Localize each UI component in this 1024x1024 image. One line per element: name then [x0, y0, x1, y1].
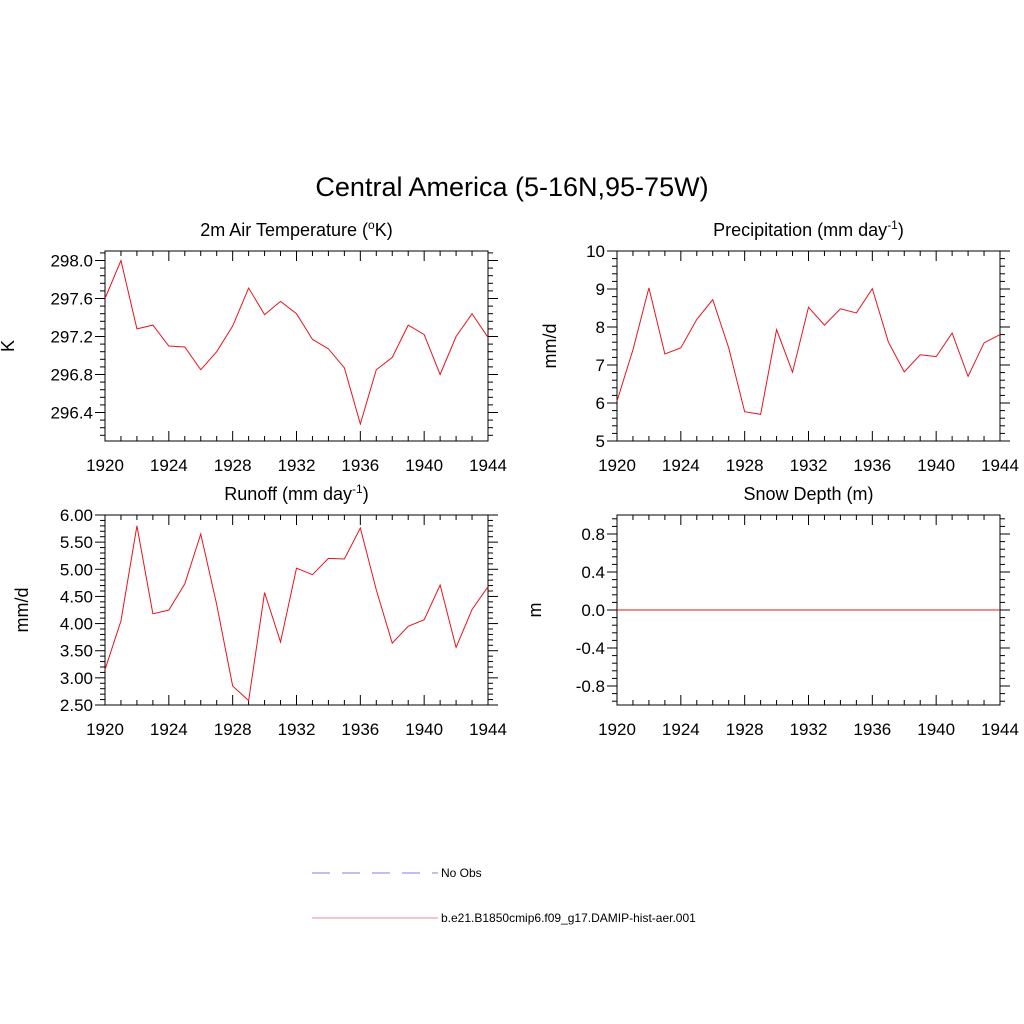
y-axis-label: mm/d — [12, 588, 32, 633]
x-tick-label: 1940 — [917, 456, 955, 475]
y-tick-label: 6 — [596, 394, 605, 413]
x-tick-label: 1944 — [981, 456, 1019, 475]
panel-title-tail: K) — [375, 220, 393, 240]
panel-title-sup: -1 — [887, 218, 898, 232]
x-tick-label: 1932 — [790, 456, 828, 475]
panel-title: Precipitation (mm day-1) — [713, 218, 904, 240]
y-tick-label: 0.0 — [581, 601, 605, 620]
y-axis-label: mm/d — [540, 324, 560, 369]
x-tick-label: 1924 — [662, 720, 700, 739]
y-tick-label: -0.8 — [576, 677, 605, 696]
axis-frame — [616, 250, 1001, 442]
x-tick-label: 1936 — [341, 456, 379, 475]
panel-title-tail: ) — [363, 484, 369, 504]
y-tick-label: 7 — [596, 356, 605, 375]
x-tick-label: 1940 — [405, 720, 443, 739]
y-tick-label: 3.00 — [60, 669, 93, 688]
y-tick-label: -0.4 — [576, 639, 605, 658]
panel-title-main: 2m Air Temperature ( — [200, 220, 368, 240]
series-line — [104, 258, 489, 426]
y-tick-label: 0.8 — [581, 525, 605, 544]
panel-title: Snow Depth (m) — [743, 484, 873, 504]
y-tick-label: 296.4 — [50, 404, 93, 423]
panel-title: Runoff (mm day-1) — [224, 482, 368, 504]
y-tick-label: 0.4 — [581, 563, 605, 582]
y-tick-label: 3.50 — [60, 642, 93, 661]
y-tick-label: 5 — [596, 432, 605, 451]
x-tick-label: 1924 — [150, 720, 188, 739]
legend-label: b.e21.B1850cmip6.f09_g17.DAMIP-hist-aer.… — [441, 911, 696, 925]
x-tick-label: 1920 — [598, 720, 636, 739]
panel-2: Precipitation (mm day-1) 1920 1924 1928 1932… — [540, 218, 1019, 475]
legend-label: No Obs — [441, 866, 482, 880]
x-tick-label: 1944 — [469, 720, 507, 739]
y-tick-label: 6.00 — [60, 506, 93, 525]
y-tick-label: 298.0 — [50, 252, 93, 271]
y-tick-label: 8 — [596, 318, 605, 337]
x-tick-label: 1924 — [662, 456, 700, 475]
y-tick-label: 9 — [596, 280, 605, 299]
y-tick-label: 5.00 — [60, 560, 93, 579]
legend: No Obs b.e21.B1850cmip6.f09_g17.DAMIP-his… — [312, 866, 696, 925]
x-tick-label: 1932 — [278, 456, 316, 475]
panel-1: 2m Air Temperature (oK) 1920 1924 1928 1932 1… — [0, 218, 507, 475]
x-tick-label: 1928 — [214, 456, 252, 475]
legend-entry: No Obs — [312, 866, 482, 880]
x-tick-label: 1936 — [341, 720, 379, 739]
y-axis-label: m — [525, 603, 545, 618]
x-tick-label: 1920 — [86, 456, 124, 475]
x-tick-label: 1944 — [981, 720, 1019, 739]
x-tick-label: 1932 — [278, 720, 316, 739]
series-line — [616, 287, 1001, 415]
x-tick-label: 1940 — [405, 456, 443, 475]
y-tick-label: 297.2 — [50, 328, 93, 347]
x-tick-label: 1928 — [214, 720, 252, 739]
x-tick-label: 1936 — [853, 456, 891, 475]
figure-title: Central America (5-16N,95-75W) — [315, 172, 708, 202]
x-tick-label: 1932 — [790, 720, 828, 739]
x-tick-label: 1936 — [853, 720, 891, 739]
panel-title-tail: ) — [898, 220, 904, 240]
x-tick-label: 1928 — [726, 456, 764, 475]
y-tick-label: 296.8 — [50, 366, 93, 385]
x-tick-label: 1920 — [86, 720, 124, 739]
panel-title-sup: -1 — [352, 482, 363, 496]
panel-4: Snow Depth (m) 1920 1924 1928 1932 1936 1940 19… — [525, 484, 1019, 739]
y-tick-label: 10 — [586, 242, 605, 261]
panel-title-main: Snow Depth (m) — [743, 484, 873, 504]
y-tick-label: 297.6 — [50, 290, 93, 309]
axis-frame — [104, 514, 489, 706]
x-tick-label: 1920 — [598, 456, 636, 475]
y-tick-label: 2.50 — [60, 696, 93, 715]
x-tick-label: 1944 — [469, 456, 507, 475]
legend-entry: b.e21.B1850cmip6.f09_g17.DAMIP-hist-aer.… — [312, 911, 696, 925]
y-tick-label: 4.50 — [60, 587, 93, 606]
panel-title-main: Precipitation (mm day — [713, 220, 887, 240]
x-tick-label: 1940 — [917, 720, 955, 739]
x-tick-label: 1928 — [726, 720, 764, 739]
panel-title: 2m Air Temperature (oK) — [200, 218, 392, 240]
axis-frame — [104, 250, 489, 442]
panel-title-main: Runoff (mm day — [224, 484, 352, 504]
y-axis-label: K — [0, 340, 18, 352]
y-tick-label: 4.00 — [60, 615, 93, 634]
panel-3: Runoff (mm day-1) 1920 1924 1928 1932 1936 194… — [12, 482, 507, 739]
panel-title-sup: o — [368, 218, 375, 232]
x-tick-label: 1924 — [150, 456, 188, 475]
series-line — [104, 525, 489, 702]
y-tick-label: 5.50 — [60, 533, 93, 552]
